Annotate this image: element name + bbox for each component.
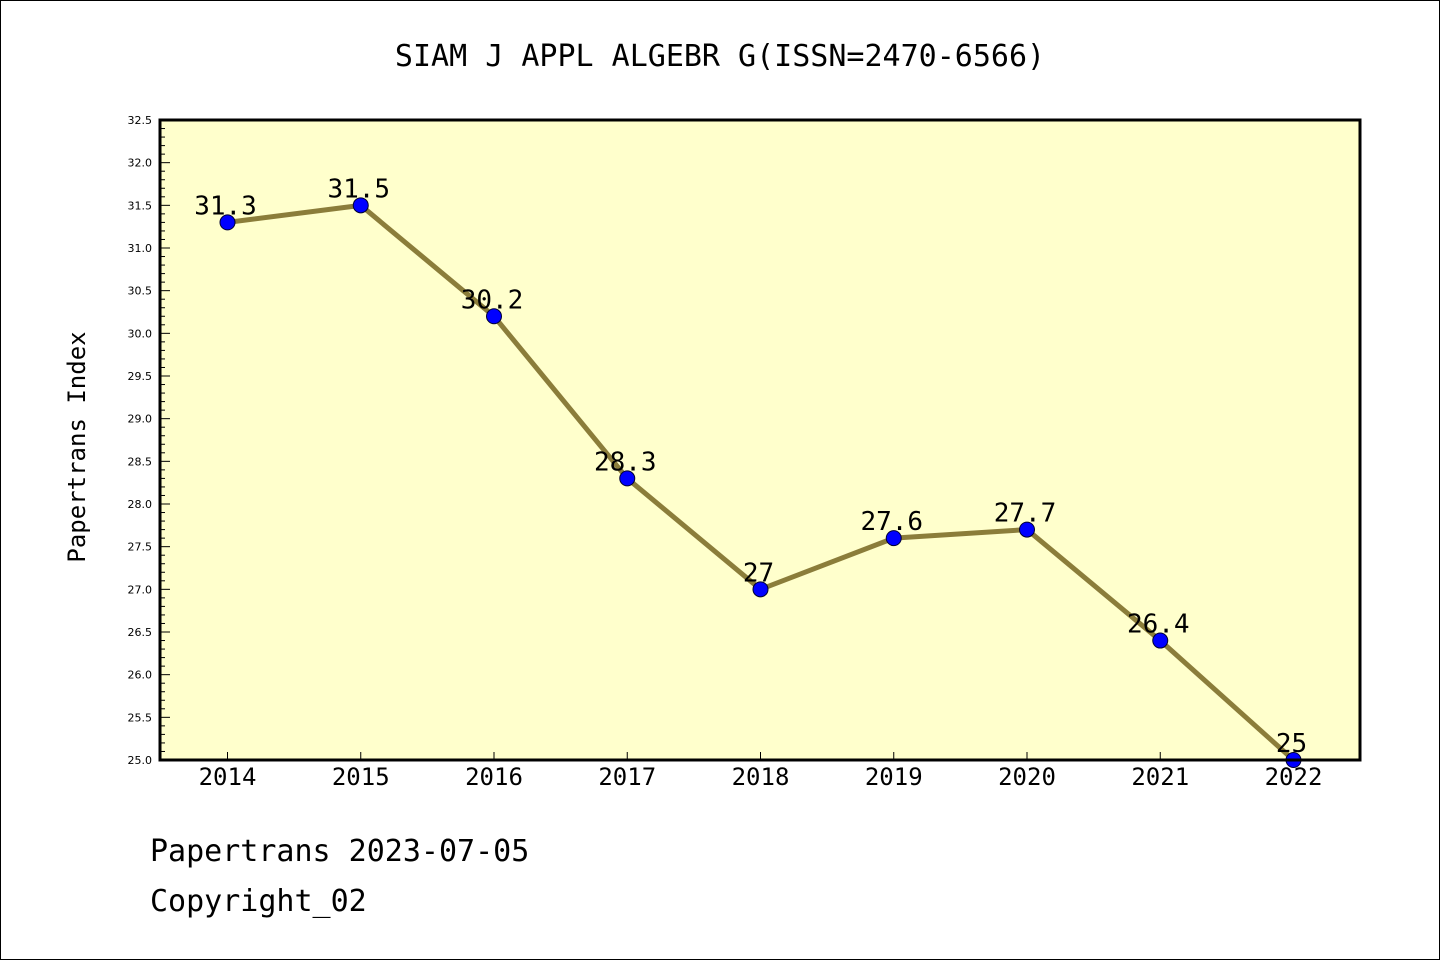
y-tick-label: 29.0 <box>128 413 153 426</box>
data-point <box>486 308 502 325</box>
data-label: 27 <box>743 558 774 588</box>
data-label: 25 <box>1276 729 1307 759</box>
y-tick-label: 31.0 <box>128 242 153 255</box>
x-tick-label: 2015 <box>332 763 390 791</box>
data-point <box>1019 521 1035 538</box>
data-label: 28.3 <box>594 447 657 477</box>
y-tick-label: 25.5 <box>128 711 153 724</box>
data-label: 31.3 <box>194 191 257 221</box>
data-label: 27.7 <box>994 499 1057 529</box>
data-point <box>352 197 369 214</box>
data-label: 30.2 <box>461 285 524 315</box>
data-label: 26.4 <box>1127 610 1190 640</box>
x-tick-label: 2021 <box>1131 763 1189 791</box>
series-group: 31.3 31.5 30.2 28.3 27 27.6 27.7 26.4 25 <box>194 174 1307 768</box>
y-tick-label: 30.5 <box>128 285 153 298</box>
y-axis: 25.0 25.5 26.0 26.5 27.0 27.5 28.0 28.5 29.0 29.5… <box>128 114 170 767</box>
footer-copyright: Copyright_02 <box>150 884 367 919</box>
data-point <box>219 214 236 231</box>
y-tick-label: 32.0 <box>128 157 153 170</box>
x-tick-label: 2019 <box>865 763 923 791</box>
x-axis: 2014 2015 2016 2017 2018 2019 2020 2021 2022 <box>199 752 1322 791</box>
data-label: 27.6 <box>860 507 923 537</box>
y-axis-label: Papertrans Index <box>63 331 91 562</box>
y-tick-label: 26.0 <box>128 669 153 682</box>
plot-area <box>160 120 1360 760</box>
footer-source: Papertrans 2023-07-05 <box>150 834 530 869</box>
plot-border <box>158 118 1362 762</box>
y-tick-label: 28.0 <box>128 498 153 511</box>
data-label: 31.5 <box>327 174 390 204</box>
y-tick-label: 27.5 <box>128 541 153 554</box>
data-point <box>885 530 902 547</box>
x-tick-label: 2018 <box>732 763 790 791</box>
x-tick-label: 2016 <box>465 763 523 791</box>
data-point <box>752 581 769 598</box>
y-tick-label: 29.5 <box>128 370 153 383</box>
y-tick-label: 32.5 <box>128 114 153 127</box>
data-point <box>619 470 636 487</box>
data-point <box>1152 632 1169 649</box>
x-tick-label: 2020 <box>998 763 1056 791</box>
chart-title: SIAM J APPL ALGEBR G(ISSN=2470-6566) <box>395 39 1045 74</box>
y-tick-label: 31.5 <box>128 199 153 212</box>
y-tick-label: 26.5 <box>128 626 153 639</box>
y-tick-label: 30.0 <box>128 327 153 340</box>
y-tick-label: 27.0 <box>128 583 153 596</box>
y-tick-label: 25.0 <box>128 754 153 767</box>
x-tick-label: 2017 <box>598 763 656 791</box>
y-tick-label: 28.5 <box>128 455 153 468</box>
x-tick-label: 2014 <box>199 763 257 791</box>
